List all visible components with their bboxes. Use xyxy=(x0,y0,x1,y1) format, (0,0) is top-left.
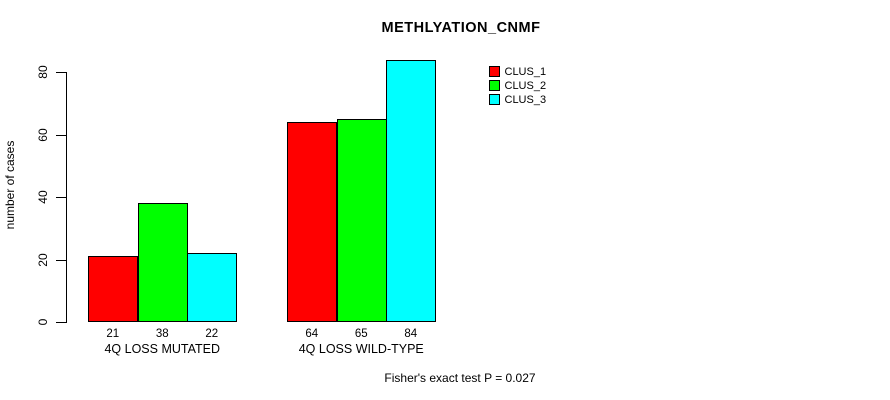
y-axis-label: number of cases xyxy=(3,140,17,230)
legend-swatch-clus_2 xyxy=(488,79,500,91)
bar-clus_1-group1 xyxy=(88,256,138,322)
chart-title: METHLYATION_CNMF xyxy=(381,20,541,36)
bar-value-label: 22 xyxy=(205,327,219,340)
y-axis-tick-label: 40 xyxy=(36,190,50,204)
bar-value-label: 65 xyxy=(354,327,368,340)
bar-value-label: 64 xyxy=(305,327,319,340)
y-axis-tick xyxy=(56,197,66,199)
bar-clus_3-group1 xyxy=(187,253,237,322)
bar-value-label: 21 xyxy=(106,327,120,340)
fisher-test-annotation: Fisher's exact test P = 0.027 xyxy=(384,371,536,385)
bar-clus_1-group2 xyxy=(287,122,337,322)
legend-label-clus_2: CLUS_2 xyxy=(504,79,547,92)
legend-label-clus_3: CLUS_3 xyxy=(504,94,547,107)
y-axis-tick xyxy=(56,72,66,74)
bar-value-label: 84 xyxy=(404,327,418,340)
y-axis-line xyxy=(66,72,67,323)
y-axis-tick xyxy=(56,134,66,136)
bar-clus_3-group2 xyxy=(386,59,436,322)
bar-clus_2-group2 xyxy=(336,119,387,322)
y-axis-tick-label: 60 xyxy=(36,128,50,142)
y-axis-tick xyxy=(56,322,66,323)
y-axis-tick-label: 20 xyxy=(36,252,50,267)
legend-label-clus_1: CLUS_1 xyxy=(504,65,547,78)
y-axis-tick-label: 80 xyxy=(36,65,50,80)
legend-swatch-clus_3 xyxy=(488,94,500,106)
category-label: 4Q LOSS WILD-TYPE xyxy=(298,341,424,356)
category-label: 4Q LOSS MUTATED xyxy=(104,341,221,356)
y-axis-tick xyxy=(56,259,66,261)
legend-swatch-clus_1 xyxy=(488,65,500,77)
y-axis-tick-label: 0 xyxy=(36,318,50,326)
bar-clus_2-group1 xyxy=(137,203,188,322)
bar-value-label: 38 xyxy=(155,327,169,340)
